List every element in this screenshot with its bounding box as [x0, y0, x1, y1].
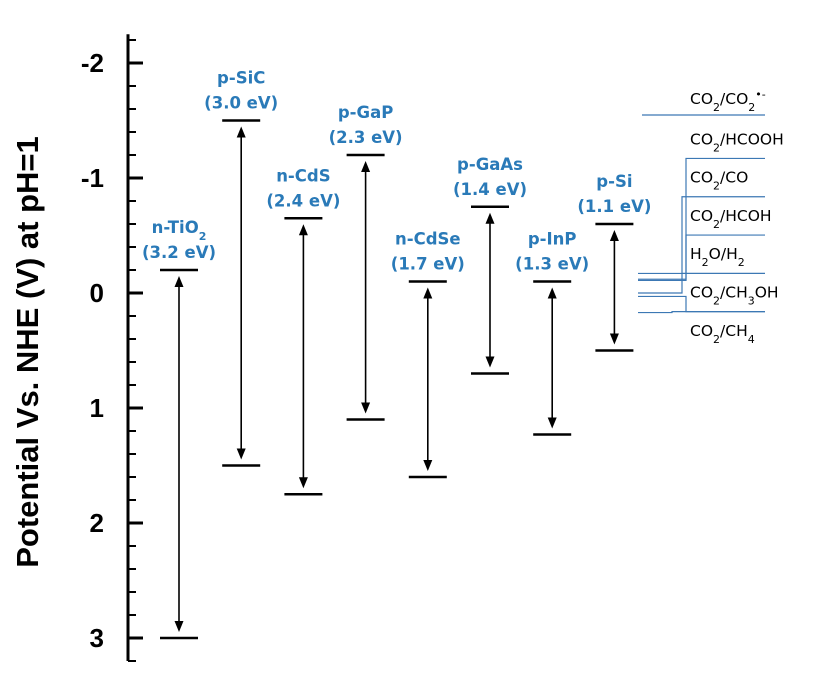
redox-level-line [638, 196, 765, 275]
redox-level-line [638, 272, 765, 294]
redox-level-line [638, 234, 765, 281]
tick-label: 0 [90, 278, 104, 308]
tick-label: -2 [81, 48, 104, 78]
band-gap-value: (1.1 eV) [577, 197, 651, 216]
semiconductor-name: n-TiO2 [152, 218, 207, 243]
tick-label: 3 [90, 623, 104, 653]
redox-couples: CO2/CO2•- CO2/HCOOH CO2/CO CO2/HCOH H2O/H2 CO… [638, 88, 784, 346]
y-axis-label: Potential Vs. NHE (V) at pH=1 [10, 136, 45, 568]
redox-couple: CO2/CH3OH [638, 284, 779, 313]
arrow-head-down [423, 460, 433, 471]
band-gap-value: (3.2 eV) [142, 243, 216, 262]
semiconductor-name: p-SiC [217, 69, 265, 88]
tick-label: 2 [90, 508, 104, 538]
arrow-head-down [236, 448, 246, 460]
arrow-head-up [174, 276, 184, 287]
redox-level-line [638, 157, 765, 280]
arrow-head-down [485, 356, 495, 368]
arrow-head-down [361, 402, 371, 414]
redox-couple-label: CO2/CO2•- [690, 88, 766, 114]
redox-couple: CO2/HCOH [638, 207, 772, 281]
arrow-head-down [547, 417, 557, 429]
semiconductor-bands: n-TiO2(3.2 eV) p-SiC (3.0 eV) n-CdS (2.4 eV)… [142, 69, 651, 640]
redox-couple: CO2/CO [638, 169, 765, 275]
semiconductor-name: p-Si [596, 172, 632, 191]
redox-couple-label: CO2/HCOH [690, 207, 772, 231]
redox-couple-label: CO2/HCOOH [690, 130, 784, 154]
band-gap-value: (1.4 eV) [453, 180, 527, 199]
semiconductor-band: p-InP (1.3 eV) [515, 230, 589, 436]
redox-couple-label: H2O/H2 [690, 245, 745, 269]
arrow-head-down [298, 477, 308, 489]
semiconductor-band: n-TiO2(3.2 eV) [142, 218, 216, 640]
redox-level-line [638, 311, 765, 314]
semiconductor-band: p-GaP (2.3 eV) [329, 103, 403, 421]
redox-couple: CO2/CO2•- [642, 88, 766, 116]
redox-couple: H2O/H2 [638, 245, 765, 294]
arrow-head-up [236, 126, 246, 138]
redox-couple-label: CO2/CH3OH [690, 284, 779, 308]
tick-label: 1 [90, 393, 104, 423]
band-gap-value: (2.3 eV) [329, 128, 403, 147]
semiconductor-name: p-GaP [338, 103, 393, 122]
band-gap-value: (1.3 eV) [515, 255, 589, 274]
semiconductor-band: n-CdS (2.4 eV) [266, 166, 340, 496]
band-gap-value: (1.7 eV) [391, 255, 465, 274]
semiconductor-band: p-SiC (3.0 eV) [204, 69, 278, 467]
semiconductor-band: p-GaAs (1.4 eV) [453, 155, 527, 375]
semiconductor-name: n-CdS [276, 166, 330, 185]
semiconductor-name: p-GaAs [457, 155, 523, 174]
arrow-head-up [547, 287, 557, 299]
y-axis: -2 -1 0 1 2 3 [81, 34, 143, 662]
semiconductor-band: p-Si (1.1 eV) [577, 172, 651, 352]
semiconductor-name: n-CdSe [395, 230, 461, 249]
arrow-head-up [423, 287, 433, 299]
redox-couple-label: CO2/CO [690, 169, 748, 193]
redox-couple-label: CO2/CH4 [690, 322, 755, 346]
redox-couple: CO2/HCOOH [638, 130, 784, 280]
band-gap-value: (3.0 eV) [204, 94, 278, 113]
redox-couple: CO2/CH4 [638, 311, 765, 346]
arrow-head-up [485, 212, 495, 224]
arrow-head-down [609, 333, 619, 345]
arrow-head-up [361, 161, 371, 172]
arrow-head-down [174, 621, 184, 632]
semiconductor-band: n-CdSe (1.7 eV) [391, 230, 465, 479]
arrow-head-up [609, 230, 619, 241]
band-gap-value: (2.4 eV) [266, 191, 340, 210]
arrow-head-up [298, 224, 308, 236]
tick-label: -1 [81, 163, 104, 193]
semiconductor-name: p-InP [528, 230, 577, 249]
